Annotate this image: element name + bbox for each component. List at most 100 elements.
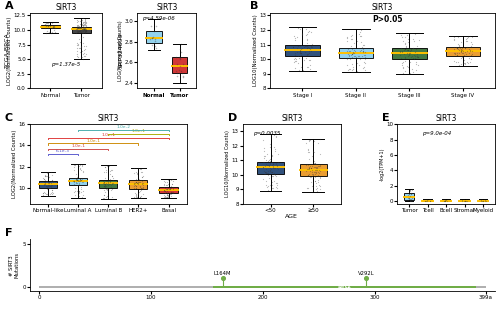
Point: [139, 185, 147, 190]
Point: [42, 23, 50, 28]
Point: [108, 181, 116, 186]
Point: [401, 46, 409, 51]
Point: [296, 50, 304, 55]
Point: [302, 169, 310, 174]
Point: [82, 23, 90, 28]
Point: [72, 26, 80, 31]
Point: [408, 54, 416, 59]
Point: [160, 185, 168, 190]
Point: [464, 61, 471, 66]
Point: [172, 69, 180, 74]
Point: [267, 157, 275, 162]
Point: [455, 50, 463, 55]
Point: [308, 44, 316, 49]
Point: [404, 32, 411, 37]
Point: [70, 178, 78, 183]
Point: [45, 180, 53, 185]
Point: [134, 179, 141, 184]
Point: [130, 165, 138, 170]
Point: [272, 161, 280, 166]
Point: [134, 191, 141, 196]
Point: [74, 26, 82, 31]
Point: [80, 28, 88, 33]
Point: [400, 51, 408, 56]
Point: [73, 22, 81, 27]
Point: [302, 162, 310, 167]
Text: P>0.05: P>0.05: [372, 15, 402, 24]
Point: [43, 28, 51, 33]
Point: [136, 196, 144, 201]
Point: [357, 27, 365, 32]
Point: [270, 144, 278, 149]
Bar: [404, 193, 414, 200]
Point: [348, 36, 356, 41]
Point: [44, 182, 52, 187]
Point: [104, 195, 112, 200]
Point: [406, 57, 413, 62]
Point: [294, 55, 302, 60]
Point: [273, 186, 281, 191]
Point: [289, 44, 297, 49]
Point: [398, 38, 406, 44]
Point: [468, 49, 475, 54]
Point: [100, 183, 108, 188]
Point: [161, 195, 169, 200]
Point: [260, 154, 268, 159]
Point: [264, 172, 272, 177]
Point: [164, 193, 172, 198]
Point: [410, 39, 418, 44]
Point: [80, 22, 88, 27]
Point: [294, 26, 302, 31]
Point: [309, 188, 317, 193]
Point: [407, 47, 415, 52]
Point: [136, 195, 144, 200]
Point: [79, 26, 87, 31]
Point: [42, 22, 50, 27]
Point: [72, 177, 80, 182]
Point: [344, 39, 351, 44]
Point: [298, 43, 306, 48]
Point: [297, 50, 305, 55]
Point: [178, 73, 186, 78]
Point: [76, 25, 84, 30]
Point: [454, 42, 462, 47]
Point: [358, 56, 366, 61]
Point: [450, 36, 458, 41]
Point: [410, 36, 418, 41]
Point: [304, 138, 312, 143]
Point: [134, 178, 141, 183]
Point: [172, 70, 180, 75]
Point: [102, 164, 110, 169]
Point: [48, 179, 56, 184]
Point: [270, 165, 278, 170]
Point: [292, 38, 300, 43]
Point: [49, 23, 57, 28]
Point: [262, 157, 270, 162]
Point: [102, 185, 110, 190]
Point: [408, 54, 416, 59]
Point: [269, 161, 277, 166]
Point: [103, 187, 111, 192]
Point: [306, 172, 314, 177]
Point: [76, 176, 84, 181]
Point: [81, 25, 89, 30]
Point: [136, 189, 144, 194]
Point: [76, 184, 84, 189]
Point: [308, 41, 316, 46]
Point: [106, 176, 114, 181]
Point: [304, 148, 312, 153]
Point: [463, 49, 471, 54]
Point: [77, 30, 85, 35]
Point: [48, 173, 56, 178]
Point: [74, 29, 82, 34]
Point: [43, 184, 51, 189]
Point: [360, 64, 368, 69]
Point: [456, 45, 464, 50]
Point: [354, 32, 362, 37]
Point: [107, 185, 115, 190]
Point: [160, 190, 168, 195]
Point: [82, 28, 90, 33]
Point: [310, 161, 318, 166]
Point: [132, 192, 140, 198]
Point: [304, 162, 312, 167]
